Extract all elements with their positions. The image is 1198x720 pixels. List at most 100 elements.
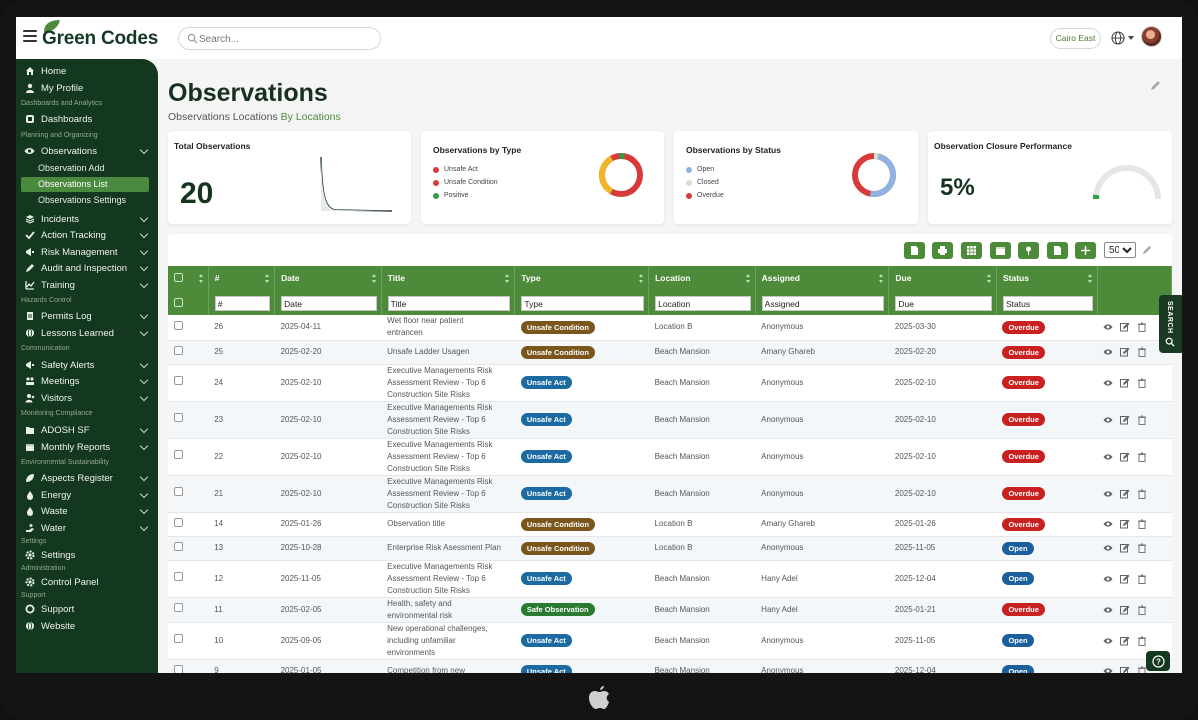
export-csv-button[interactable]	[904, 242, 925, 259]
delete-trash-icon[interactable]	[1137, 543, 1147, 553]
delete-trash-icon[interactable]	[1137, 636, 1147, 646]
table-row[interactable]: 21 2025-02-10 Executive Managements Risk…	[168, 475, 1172, 513]
delete-trash-icon[interactable]	[1137, 574, 1147, 584]
view-eye-icon[interactable]	[1103, 378, 1113, 388]
view-eye-icon[interactable]	[1103, 519, 1113, 529]
chevron-down-icon[interactable]	[1128, 36, 1134, 40]
edit-columns-icon[interactable]	[1142, 244, 1153, 255]
sidebar-item-meetings[interactable]: Meetings	[16, 373, 158, 389]
edit-icon[interactable]	[1120, 605, 1130, 615]
location-selector[interactable]: Cairo East	[1050, 28, 1101, 49]
edit-icon[interactable]	[1120, 519, 1130, 529]
sidebar-item-energy[interactable]: Energy	[16, 487, 158, 503]
sidebar-item-waste[interactable]: Waste	[16, 503, 158, 519]
column-header-location[interactable]: Location	[648, 266, 756, 290]
row-checkbox[interactable]	[174, 603, 183, 612]
table-row[interactable]: 24 2025-02-10 Executive Managements Risk…	[168, 364, 1172, 402]
cell-title[interactable]: Wet floor near patient entrancen	[381, 315, 515, 341]
view-eye-icon[interactable]	[1103, 322, 1113, 332]
sidebar-item-action-tracking[interactable]: Action Tracking	[16, 227, 158, 243]
report-button[interactable]	[1047, 242, 1068, 259]
view-eye-icon[interactable]	[1103, 489, 1113, 499]
column-header-type[interactable]: Type	[514, 266, 650, 290]
edit-icon[interactable]	[1120, 543, 1130, 553]
edit-icon[interactable]	[1120, 378, 1130, 388]
table-row[interactable]: 22 2025-02-10 Executive Managements Risk…	[168, 438, 1172, 476]
row-checkbox[interactable]	[174, 487, 183, 496]
view-eye-icon[interactable]	[1103, 574, 1113, 584]
menu-toggle-icon[interactable]	[23, 30, 37, 42]
sort-icon[interactable]	[198, 274, 204, 283]
sidebar-item-permits-log[interactable]: Permits Log	[16, 308, 158, 324]
cell-title[interactable]: Executive Managements Risk Assessment Rev…	[381, 560, 515, 598]
row-checkbox[interactable]	[174, 413, 183, 422]
row-checkbox[interactable]	[174, 664, 183, 673]
global-search[interactable]	[178, 27, 381, 50]
row-checkbox[interactable]	[174, 376, 183, 385]
edit-icon[interactable]	[1120, 574, 1130, 584]
row-checkbox[interactable]	[174, 517, 183, 527]
table-row[interactable]: 9 2025-01-05 Competition from new Unsafe…	[168, 659, 1172, 673]
delete-trash-icon[interactable]	[1137, 378, 1147, 388]
row-checkbox[interactable]	[174, 541, 183, 551]
edit-icon[interactable]	[1120, 415, 1130, 425]
sort-icon[interactable]	[986, 274, 992, 283]
edit-icon[interactable]	[1120, 322, 1130, 332]
sidebar-item-lessons-learned[interactable]: Lessons Learned	[16, 325, 158, 341]
column-header-status[interactable]: Status	[996, 266, 1098, 290]
column-header-title[interactable]: Title	[381, 266, 516, 290]
filter-title-input[interactable]	[387, 296, 511, 311]
cell-title[interactable]: Executive Managements Risk Assessment Rev…	[381, 364, 515, 402]
grid-view-button[interactable]	[961, 242, 982, 259]
sidebar-item-visitors[interactable]: Visitors	[16, 390, 158, 406]
view-eye-icon[interactable]	[1103, 415, 1113, 425]
help-button[interactable]: ?	[1146, 651, 1170, 671]
filter-assigned-input[interactable]	[761, 296, 885, 311]
breadcrumb-item[interactable]: Observations Locations	[168, 111, 278, 123]
sort-icon[interactable]	[265, 274, 270, 283]
edit-icon[interactable]	[1120, 636, 1130, 646]
sidebar-item-risk-management[interactable]: Risk Management	[16, 244, 158, 260]
filter-due-input[interactable]	[895, 296, 992, 311]
submenu-observations-list[interactable]: Observations List	[21, 177, 149, 192]
edit-icon[interactable]	[1120, 452, 1130, 462]
delete-trash-icon[interactable]	[1137, 489, 1147, 499]
add-observation-button[interactable]	[1075, 242, 1096, 259]
sort-icon[interactable]	[879, 274, 884, 283]
delete-trash-icon[interactable]	[1137, 415, 1147, 425]
table-row[interactable]: 10 2025-09-05 New operational challenges…	[168, 622, 1172, 660]
row-checkbox[interactable]	[174, 345, 183, 355]
sort-icon[interactable]	[1087, 274, 1093, 283]
sidebar-item-aspects-register[interactable]: Aspects Register	[16, 470, 158, 486]
calendar-button[interactable]	[990, 242, 1011, 259]
language-globe-icon[interactable]	[1111, 31, 1125, 45]
column-header-id[interactable]: #	[208, 266, 276, 290]
submenu-observations-settings[interactable]: Observations Settings	[38, 195, 127, 205]
delete-trash-icon[interactable]	[1137, 605, 1147, 615]
delete-trash-icon[interactable]	[1137, 322, 1147, 333]
table-row[interactable]: 26 2025-04-11 Wet floor near patient entr…	[168, 315, 1172, 341]
edit-icon[interactable]	[1120, 347, 1130, 357]
filter-status-input[interactable]	[1002, 296, 1093, 311]
edit-icon[interactable]	[1120, 489, 1130, 499]
sidebar-item-water[interactable]: Water	[16, 520, 158, 536]
view-eye-icon[interactable]	[1103, 666, 1113, 673]
row-checkbox[interactable]	[174, 572, 183, 581]
select-all-header[interactable]	[168, 266, 209, 290]
map-pin-button[interactable]	[1018, 242, 1039, 259]
sidebar-item-home[interactable]: Home	[16, 63, 158, 79]
view-eye-icon[interactable]	[1103, 543, 1113, 553]
table-row[interactable]: 12 2025-11-05 Executive Managements Risk…	[168, 560, 1172, 598]
sort-icon[interactable]	[505, 274, 510, 283]
filter-id-input[interactable]	[214, 296, 271, 311]
sidebar-item-settings[interactable]: Settings	[16, 547, 158, 563]
cell-title[interactable]: Competition from new	[381, 659, 515, 673]
row-checkbox[interactable]	[174, 450, 183, 459]
sort-icon[interactable]	[745, 274, 751, 283]
cell-title[interactable]: New operational challenges, including unf…	[381, 622, 515, 660]
delete-trash-icon[interactable]	[1137, 666, 1147, 673]
table-row[interactable]: 13 2025-10-28 Enterprise Risk Asessment …	[168, 536, 1172, 561]
select-all-checkbox[interactable]	[174, 272, 183, 282]
sidebar-item-website[interactable]: Website	[16, 618, 158, 634]
cell-title[interactable]: Executive Managements Risk Assessment Rev…	[381, 401, 515, 439]
